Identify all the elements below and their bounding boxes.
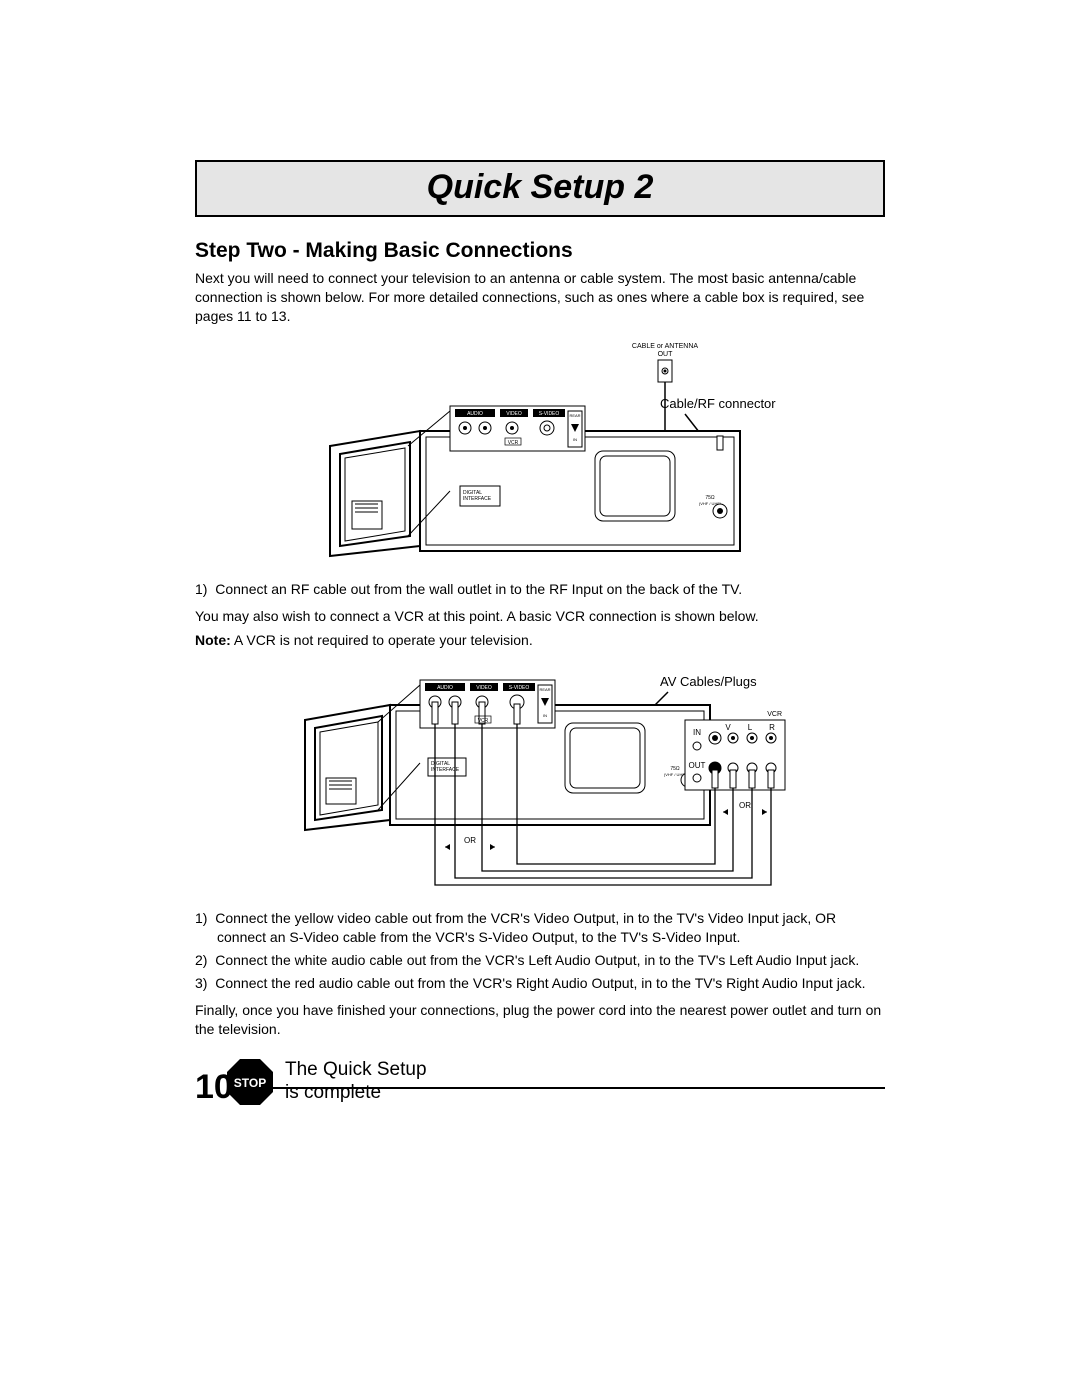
instruction-item: 3) Connect the red audio cable out from … — [195, 974, 885, 993]
svg-text:VCR: VCR — [478, 718, 489, 724]
footer-rule — [245, 1087, 885, 1089]
page-number: 10 — [195, 1068, 233, 1107]
label-cable-antenna: CABLE or ANTENNA — [632, 343, 698, 350]
manual-page: Quick Setup 2 Step Two - Making Basic Co… — [0, 0, 1080, 1397]
svg-text:IN: IN — [543, 713, 547, 718]
svg-text:AUDIO: AUDIO — [437, 685, 453, 691]
or-label: OR — [739, 801, 751, 810]
step-heading: Step Two - Making Basic Connections — [195, 239, 885, 263]
svg-text:S-VIDEO: S-VIDEO — [539, 411, 560, 417]
diagram-vcr-connection: AV Cables/Plugs AUDIO VIDEO S-VIDEO — [270, 660, 810, 895]
diagram-antenna-connection: CABLE or ANTENNA OUT Cable/RF connector — [290, 336, 790, 566]
instruction-item: 2) Connect the white audio cable out fro… — [195, 951, 885, 970]
svg-text:VIDEO: VIDEO — [476, 685, 492, 691]
svg-text:REAR: REAR — [539, 687, 550, 692]
svg-text:IN: IN — [693, 728, 701, 737]
label-out: OUT — [658, 351, 674, 358]
intro-paragraph: Next you will need to connect your telev… — [195, 269, 885, 326]
title-box: Quick Setup 2 — [195, 160, 885, 217]
svg-text:REAR: REAR — [569, 413, 580, 418]
callout-cable-rf: Cable/RF connector — [660, 396, 776, 411]
svg-text:S-VIDEO: S-VIDEO — [509, 685, 530, 691]
instructions-list-2: 1) Connect the yellow video cable out fr… — [195, 909, 885, 993]
svg-text:L: L — [748, 723, 753, 732]
mid-paragraph: You may also wish to connect a VCR at th… — [195, 607, 885, 626]
svg-text:INTERFACE: INTERFACE — [463, 496, 492, 502]
or-label: OR — [464, 836, 476, 845]
vcr-box-icon: VCR IN V L R OUT — [685, 711, 785, 790]
instructions-list-1: 1) Connect an RF cable out from the wall… — [195, 580, 885, 599]
svg-text:V: V — [725, 723, 731, 732]
tv-chassis-icon — [330, 431, 420, 556]
svg-text:R: R — [769, 723, 775, 732]
tv-chassis-icon — [305, 705, 390, 830]
instruction-item: 1) Connect the yellow video cable out fr… — [195, 909, 885, 947]
callout-av-cables: AV Cables/Plugs — [660, 674, 757, 689]
svg-text:VIDEO: VIDEO — [506, 411, 522, 417]
closing-paragraph: Finally, once you have finished your con… — [195, 1001, 885, 1039]
note-line: Note: A VCR is not required to operate y… — [195, 631, 885, 650]
instruction-item: 1) Connect an RF cable out from the wall… — [195, 580, 885, 599]
svg-text:AUDIO: AUDIO — [467, 411, 483, 417]
av-panel-detail-icon: AUDIO VIDEO S-VIDEO REAR IN VCR — [420, 680, 555, 728]
svg-text:VCR: VCR — [767, 711, 782, 718]
page-title: Quick Setup 2 — [427, 168, 654, 206]
av-panel-detail-icon: AUDIO VIDEO S-VIDEO REAR IN VCR — [450, 406, 585, 451]
svg-text:IN: IN — [573, 437, 577, 442]
svg-text:OUT: OUT — [689, 761, 706, 770]
page-footer: 10 — [195, 1068, 885, 1107]
svg-text:VCR: VCR — [508, 440, 519, 446]
